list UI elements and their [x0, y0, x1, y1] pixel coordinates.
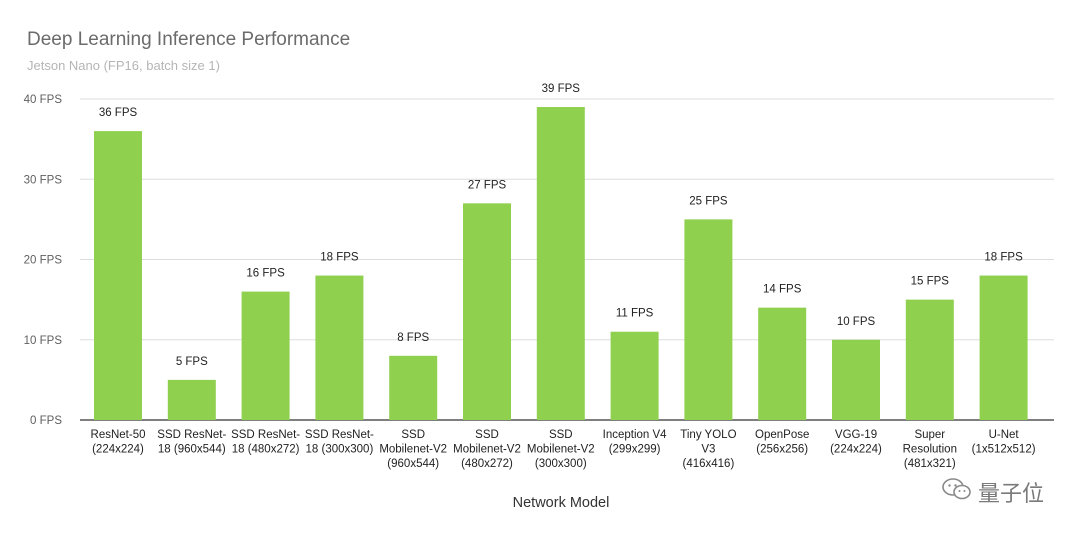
y-tick-label: 40 FPS	[24, 94, 63, 106]
bar	[758, 307, 807, 420]
x-tick-label: Tiny YOLO V3 (416x416)	[680, 429, 736, 470]
data-label: 14 FPS	[763, 284, 802, 296]
x-axis: ResNet-50 (224x224) SSD ResNet-18 (960x544…	[91, 429, 1036, 470]
bars	[94, 107, 1028, 421]
y-tick-label: 20 FPS	[24, 255, 63, 267]
data-label: 11 FPS	[616, 308, 654, 320]
bar	[832, 339, 880, 420]
bar	[905, 299, 954, 420]
data-label: 10 FPS	[837, 316, 876, 328]
x-tick-label: OpenPose (256x256)	[755, 429, 809, 456]
data-label: 16 FPS	[246, 268, 285, 280]
x-tick-label: SSD Mobilenet-V2 (960x544)	[379, 429, 447, 470]
y-tick-label: 30 FPS	[24, 174, 63, 186]
data-label: 25 FPS	[689, 195, 728, 207]
data-label: 18 FPS	[984, 252, 1023, 264]
data-label: 8 FPS	[397, 332, 429, 344]
y-tick-label: 0 FPS	[30, 415, 62, 427]
y-axis: 0 FPS 10 FPS 20 FPS 30 FPS 40 FPS	[24, 94, 63, 427]
bar	[463, 203, 511, 420]
bar	[94, 131, 142, 420]
wechat-icon	[942, 477, 972, 507]
x-axis-label: Network Model	[513, 495, 610, 511]
data-label: 39 FPS	[542, 83, 581, 95]
watermark-text: 量子位	[977, 482, 1044, 507]
bar	[536, 107, 585, 421]
x-tick-label: U-Net (1x512x512)	[972, 429, 1036, 456]
x-tick-label: SSD Mobilenet-V2 (480x272)	[453, 429, 521, 470]
data-label: 15 FPS	[911, 276, 950, 288]
x-tick-label: SSD ResNet-18 (480x272)	[231, 429, 300, 456]
data-label: 5 FPS	[176, 356, 208, 368]
bar	[610, 331, 659, 420]
chart-title: Deep Learning Inference Performance	[27, 29, 350, 50]
data-label: 18 FPS	[320, 252, 359, 264]
watermark: 量子位	[942, 476, 1044, 508]
x-tick-label: Inception V4 (299x299)	[603, 429, 668, 456]
data-label: 36 FPS	[99, 107, 138, 119]
bar	[241, 291, 290, 420]
x-tick-label: SSD ResNet-18 (300x300)	[305, 429, 374, 456]
bar	[979, 275, 1028, 420]
chart-subtitle: Jetson Nano (FP16, batch size 1)	[27, 58, 220, 73]
x-tick-label: SSD ResNet-18 (960x544)	[157, 429, 226, 456]
data-label: 27 FPS	[468, 179, 507, 191]
x-tick-label: SSD Mobilenet-V2 (300x300)	[527, 429, 595, 470]
bar	[315, 275, 364, 420]
x-tick-label: Super Resolution (481x321)	[903, 429, 957, 470]
bar	[167, 379, 216, 420]
bar	[389, 355, 438, 420]
y-tick-label: 10 FPS	[24, 335, 63, 347]
x-tick-label: ResNet-50 (224x224)	[91, 429, 146, 456]
x-tick-label: VGG-19 (224x224)	[830, 429, 882, 456]
bar	[684, 219, 733, 420]
data-labels: 36 FPS 5 FPS 16 FPS 18 FPS 8 FPS 27 FPS 39 FPS…	[99, 83, 1023, 368]
